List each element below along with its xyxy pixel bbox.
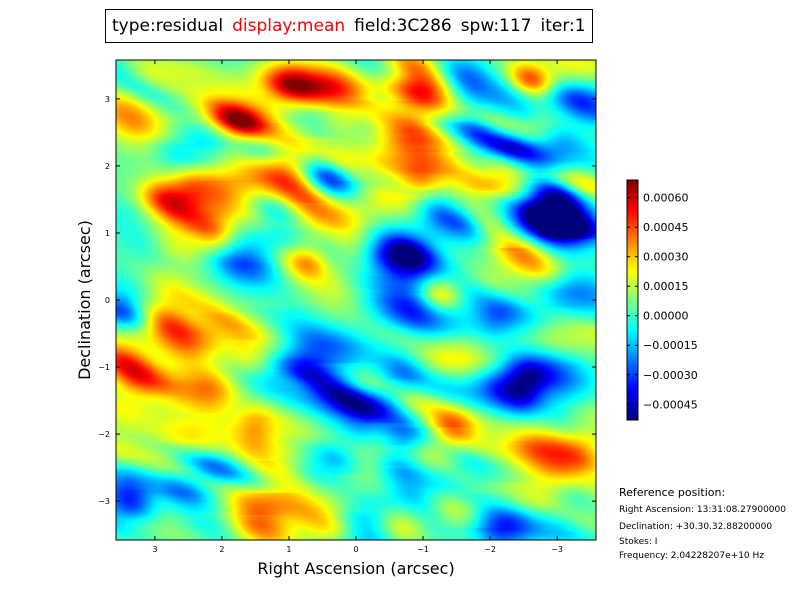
reference-stokes: Stokes: I — [619, 537, 658, 547]
colorbar-tick-label: 0.00015 — [643, 280, 689, 293]
plot-title-box: type:residual display:mean field:3C286 s… — [105, 9, 593, 43]
x-tick-label: −2 — [484, 545, 496, 554]
x-tick-label: 0 — [353, 545, 358, 554]
x-tick-label: −3 — [551, 545, 563, 554]
title-field: field:3C286 — [354, 16, 452, 36]
colorbar-tick-label: −0.00045 — [643, 398, 698, 411]
title-spw: spw:117 — [460, 16, 532, 36]
y-tick-label: −1 — [98, 363, 110, 372]
x-axis-label: Right Ascension (arcsec) — [257, 559, 454, 578]
colorbar-tick-label: 0.00060 — [643, 192, 689, 205]
y-tick-label: 3 — [105, 95, 110, 104]
colorbar-tick-label: 0.00030 — [643, 251, 689, 264]
plot-frame — [115, 59, 597, 541]
y-axis-label: Declination (arcsec) — [75, 220, 94, 380]
x-tick-label: 2 — [219, 545, 224, 554]
x-tick-label: −1 — [417, 545, 429, 554]
reference-frequency: Frequency: 2.04228207e+10 Hz — [619, 551, 765, 561]
colorbar-tick-label: 0.00000 — [643, 310, 689, 323]
reference-dec: Declination: +30.30.32.88200000 — [619, 522, 773, 532]
y-tick-label: 1 — [105, 229, 110, 238]
title-type: type:residual — [112, 16, 224, 36]
y-tick-label: 2 — [105, 162, 110, 171]
colorbar-tick-label: −0.00030 — [643, 369, 698, 382]
x-tick-label: 1 — [286, 545, 291, 554]
y-tick-label: −3 — [98, 497, 110, 506]
reference-heading: Reference position: — [619, 486, 726, 499]
colorbar-tick-label: −0.00015 — [643, 339, 698, 352]
y-tick-label: −2 — [98, 430, 110, 439]
reference-ra: Right Ascension: 13:31:08.27900000 — [619, 505, 786, 515]
y-tick-label: 0 — [105, 296, 110, 305]
residual-image[interactable] — [116, 60, 596, 540]
title-iter: iter:1 — [540, 16, 586, 36]
x-tick-label: 3 — [152, 545, 157, 554]
colorbar-frame — [626, 179, 639, 421]
colorbar — [627, 180, 638, 420]
colorbar-tick-label: 0.00045 — [643, 221, 689, 234]
title-display: display:mean — [232, 16, 346, 36]
